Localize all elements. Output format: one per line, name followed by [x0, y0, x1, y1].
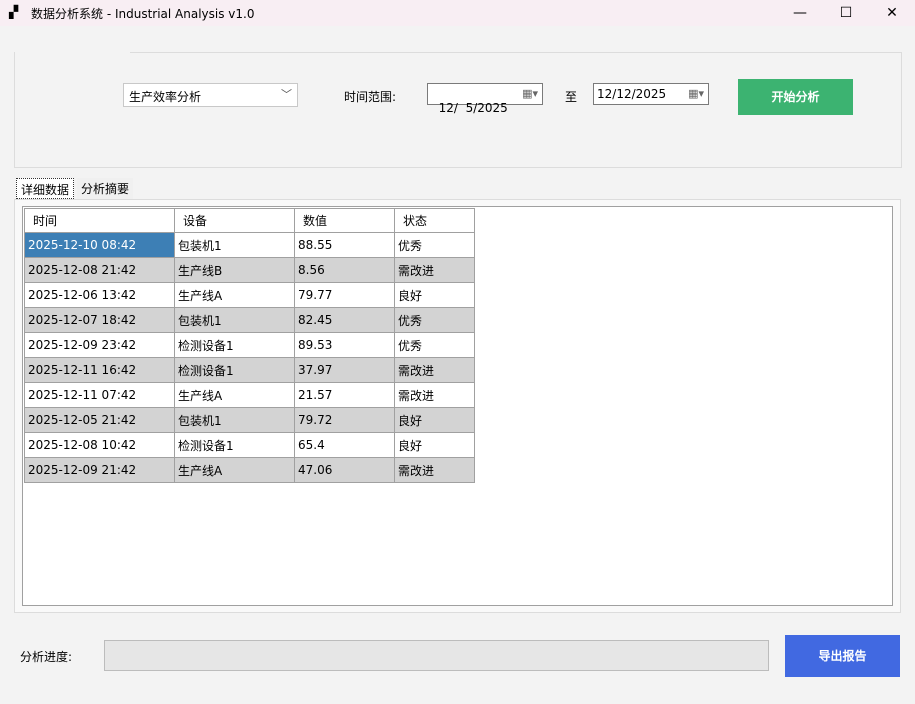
table-row[interactable]: 2025-12-05 21:42 包装机1 79.72 良好: [24, 407, 475, 433]
start-analysis-button[interactable]: 开始分析: [738, 79, 853, 115]
cell-status[interactable]: 优秀: [394, 307, 475, 333]
group-divider: [130, 52, 902, 53]
tab-analysis-summary[interactable]: 分析摘要: [77, 178, 134, 199]
cell-time[interactable]: 2025-12-06 13:42: [24, 282, 175, 308]
to-label: 至: [565, 90, 578, 104]
cell-value[interactable]: 79.72: [294, 407, 395, 433]
cell-device[interactable]: 检测设备1: [174, 432, 295, 458]
cell-value[interactable]: 65.4: [294, 432, 395, 458]
cell-status[interactable]: 良好: [394, 432, 475, 458]
table-row[interactable]: 2025-12-11 07:42 生产线A 21.57 需改进: [24, 382, 475, 408]
cell-device[interactable]: 检测设备1: [174, 332, 295, 358]
cell-device[interactable]: 生产线A: [174, 382, 295, 408]
cell-device[interactable]: 包装机1: [174, 232, 295, 258]
minimize-button[interactable]: —: [793, 5, 807, 21]
cell-value[interactable]: 89.53: [294, 332, 395, 358]
column-header-time[interactable]: 时间: [24, 208, 175, 233]
cell-value[interactable]: 8.56: [294, 257, 395, 283]
cell-value[interactable]: 37.97: [294, 357, 395, 383]
table-row[interactable]: 2025-12-10 08:42 包装机1 88.55 优秀: [24, 232, 475, 258]
data-grid[interactable]: 时间 设备 数值 状态 2025-12-10 08:42 包装机1 88.55 优秀 2…: [22, 206, 893, 606]
cell-status[interactable]: 需改进: [394, 257, 475, 283]
cell-time[interactable]: 2025-12-05 21:42: [24, 407, 175, 433]
maximize-button[interactable]: ☐: [839, 5, 853, 21]
cell-status[interactable]: 需改进: [394, 382, 475, 408]
table-row[interactable]: 2025-12-09 23:42 检测设备1 89.53 优秀: [24, 332, 475, 358]
progress-label: 分析进度:: [20, 650, 73, 664]
end-date-value: 12/12/2025: [597, 87, 667, 101]
column-header-value[interactable]: 数值: [294, 208, 395, 233]
window-title: 数据分析系统 - Industrial Analysis v1.0: [31, 7, 255, 21]
analysis-type-select[interactable]: 生产效率分析 ﹀: [123, 83, 298, 107]
calendar-icon[interactable]: ▦▾: [688, 87, 704, 100]
table-row[interactable]: 2025-12-07 18:42 包装机1 82.45 优秀: [24, 307, 475, 333]
column-header-status[interactable]: 状态: [394, 208, 475, 233]
app-icon: ▞: [9, 5, 19, 19]
table-row[interactable]: 2025-12-08 10:42 检测设备1 65.4 良好: [24, 432, 475, 458]
cell-time[interactable]: 2025-12-09 21:42: [24, 457, 175, 483]
calendar-icon[interactable]: ▦▾: [522, 87, 538, 100]
cell-time[interactable]: 2025-12-07 18:42: [24, 307, 175, 333]
start-date-value: 12/ 5/2025: [438, 101, 508, 115]
cell-device[interactable]: 生产线B: [174, 257, 295, 283]
cell-status[interactable]: 良好: [394, 282, 475, 308]
cell-device[interactable]: 生产线A: [174, 282, 295, 308]
chevron-down-icon: ﹀: [281, 88, 292, 101]
export-report-button[interactable]: 导出报告: [785, 635, 900, 677]
cell-device[interactable]: 包装机1: [174, 407, 295, 433]
analysis-type-value: 生产效率分析: [129, 90, 202, 104]
cell-time[interactable]: 2025-12-09 23:42: [24, 332, 175, 358]
cell-time[interactable]: 2025-12-11 16:42: [24, 357, 175, 383]
cell-value[interactable]: 82.45: [294, 307, 395, 333]
controls-group: [14, 52, 902, 168]
time-range-label: 时间范围:: [344, 90, 397, 104]
column-header-device[interactable]: 设备: [174, 208, 295, 233]
cell-value[interactable]: 21.57: [294, 382, 395, 408]
end-date-picker[interactable]: 12/12/2025 ▦▾: [593, 83, 709, 105]
cell-device[interactable]: 包装机1: [174, 307, 295, 333]
cell-value[interactable]: 88.55: [294, 232, 395, 258]
cell-value[interactable]: 79.77: [294, 282, 395, 308]
cell-device[interactable]: 检测设备1: [174, 357, 295, 383]
title-bar: ▞ 数据分析系统 - Industrial Analysis v1.0 — ☐ …: [0, 0, 915, 26]
close-button[interactable]: ✕: [886, 5, 898, 21]
cell-status[interactable]: 需改进: [394, 457, 475, 483]
table-row[interactable]: 2025-12-09 21:42 生产线A 47.06 需改进: [24, 457, 475, 483]
cell-status[interactable]: 需改进: [394, 357, 475, 383]
cell-status[interactable]: 优秀: [394, 332, 475, 358]
cell-status[interactable]: 优秀: [394, 232, 475, 258]
tab-detail-data[interactable]: 详细数据: [16, 178, 75, 199]
cell-device[interactable]: 生产线A: [174, 457, 295, 483]
cell-time[interactable]: 2025-12-08 10:42: [24, 432, 175, 458]
table-row[interactable]: 2025-12-06 13:42 生产线A 79.77 良好: [24, 282, 475, 308]
cell-time[interactable]: 2025-12-11 07:42: [24, 382, 175, 408]
cell-time[interactable]: 2025-12-08 21:42: [24, 257, 175, 283]
cell-value[interactable]: 47.06: [294, 457, 395, 483]
start-date-picker[interactable]: 12/ 5/2025 ▦▾: [427, 83, 543, 115]
table-row[interactable]: 2025-12-11 16:42 检测设备1 37.97 需改进: [24, 357, 475, 383]
analysis-progress-bar: [104, 640, 769, 671]
cell-time[interactable]: 2025-12-10 08:42: [24, 232, 175, 258]
cell-status[interactable]: 良好: [394, 407, 475, 433]
table-row[interactable]: 2025-12-08 21:42 生产线B 8.56 需改进: [24, 257, 475, 283]
table-header: 时间 设备 数值 状态: [24, 208, 475, 233]
